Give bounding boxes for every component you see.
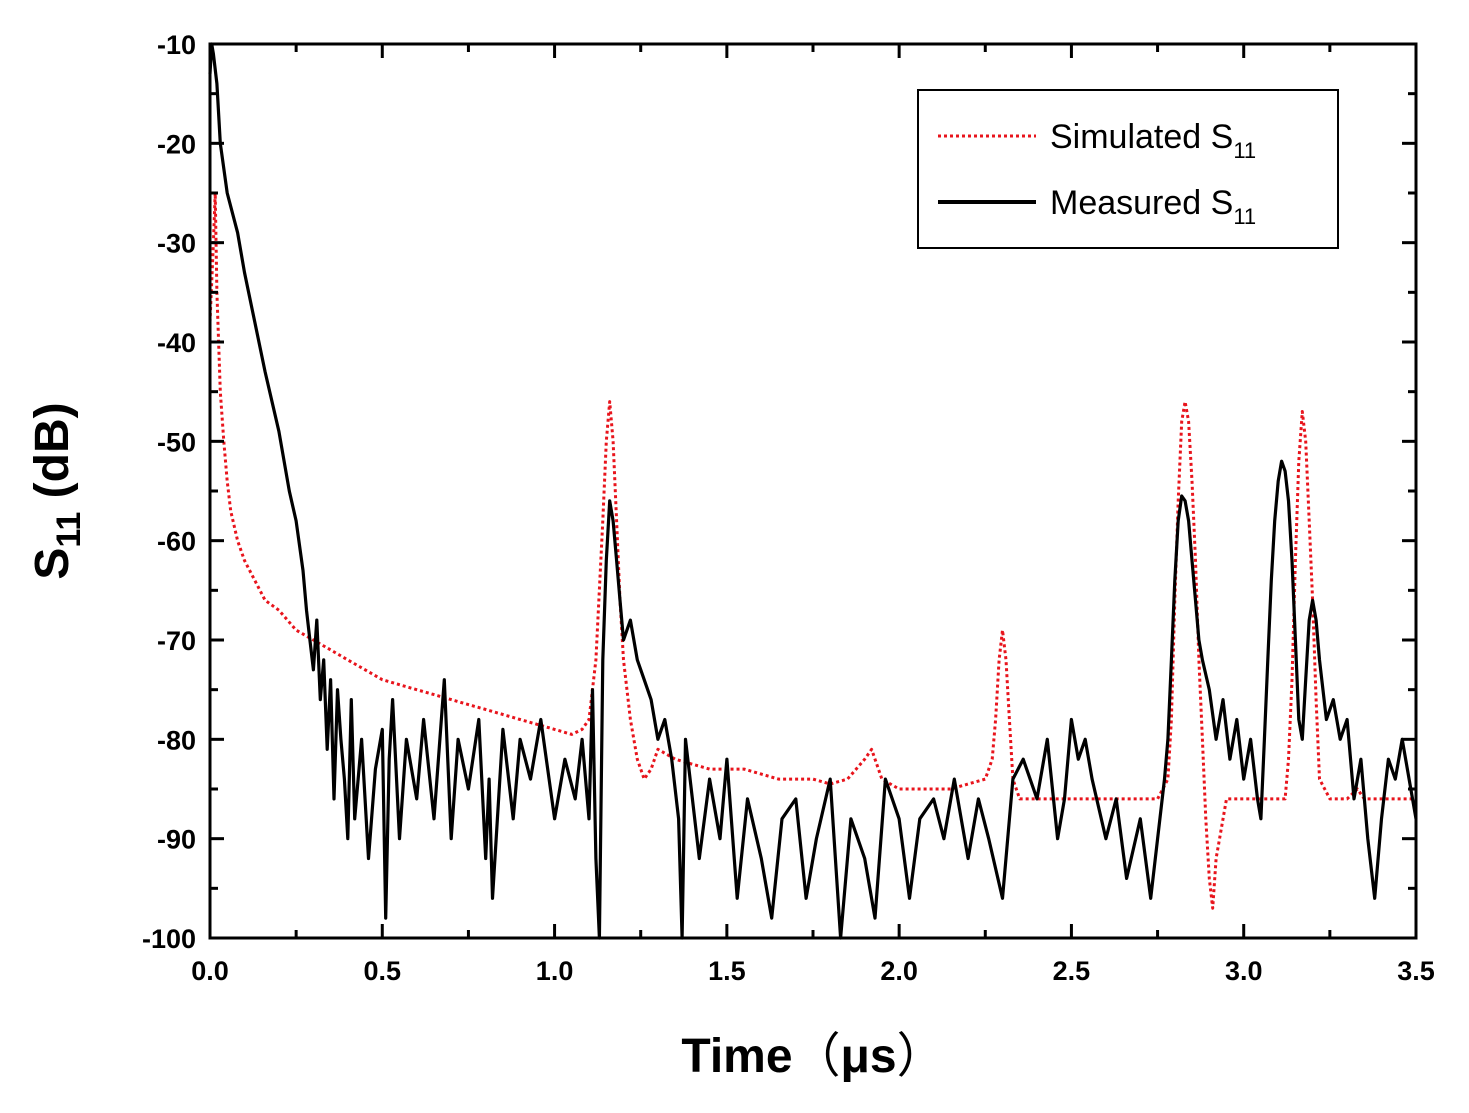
x-axis-title-open: （ (793, 1030, 841, 1083)
legend-label-measured-text: Measured S (1050, 184, 1233, 222)
y-tick-label: -30 (157, 229, 196, 259)
y-tick-label: -80 (157, 725, 196, 755)
y-tick-label: -50 (157, 427, 196, 457)
legend-label-measured: Measured S11 (1050, 184, 1256, 229)
legend-label-simulated: Simulated S11 (1050, 118, 1256, 163)
y-axis-title-subscript: 11 (50, 512, 88, 548)
legend-box (917, 89, 1339, 249)
x-axis-title-close: ） (897, 1030, 945, 1083)
y-axis-title: S11 (dB) (26, 402, 88, 579)
legend-label-measured-sub: 11 (1233, 204, 1256, 229)
x-tick-label: 2.5 (1053, 956, 1091, 986)
series-line-measured (208, 42, 1418, 940)
legend-label-simulated-sub: 11 (1233, 138, 1256, 163)
x-tick-label: 3.0 (1225, 956, 1263, 986)
y-axis-title-symbol: S (26, 548, 79, 580)
series-layer (208, 42, 1418, 940)
y-tick-label: -40 (157, 328, 196, 358)
x-tick-label: 1.5 (708, 956, 746, 986)
x-tick-label: 2.0 (880, 956, 918, 986)
x-tick-label: 0.5 (364, 956, 402, 986)
x-tick-label: 3.5 (1397, 956, 1435, 986)
y-tick-label: -100 (142, 924, 196, 954)
series-line-simulated (208, 191, 1416, 910)
y-tick-label: -60 (157, 527, 196, 557)
x-axis-title-unit: μs (841, 1030, 897, 1083)
tick-labels-layer: 0.0 0.5 1.0 1.5 2.0 2.5 3.0 3.5 -100 -90 -80 -70 -60… (142, 30, 1435, 986)
y-tick-label: -20 (157, 129, 196, 159)
y-tick-label: -70 (157, 626, 196, 656)
x-tick-label: 0.0 (191, 956, 229, 986)
x-axis-title-main: Time (681, 1030, 792, 1083)
y-tick-label: -10 (157, 30, 196, 60)
legend-label-simulated-text: Simulated S (1050, 118, 1233, 156)
legend: Simulated S11 Measured S11 (917, 89, 1339, 249)
y-axis-title-unit: (dB) (26, 402, 79, 511)
x-axis-title: Time（μs） (681, 1030, 944, 1083)
y-tick-label: -90 (157, 825, 196, 855)
ticks-layer (208, 42, 1418, 940)
x-tick-label: 1.0 (536, 956, 574, 986)
